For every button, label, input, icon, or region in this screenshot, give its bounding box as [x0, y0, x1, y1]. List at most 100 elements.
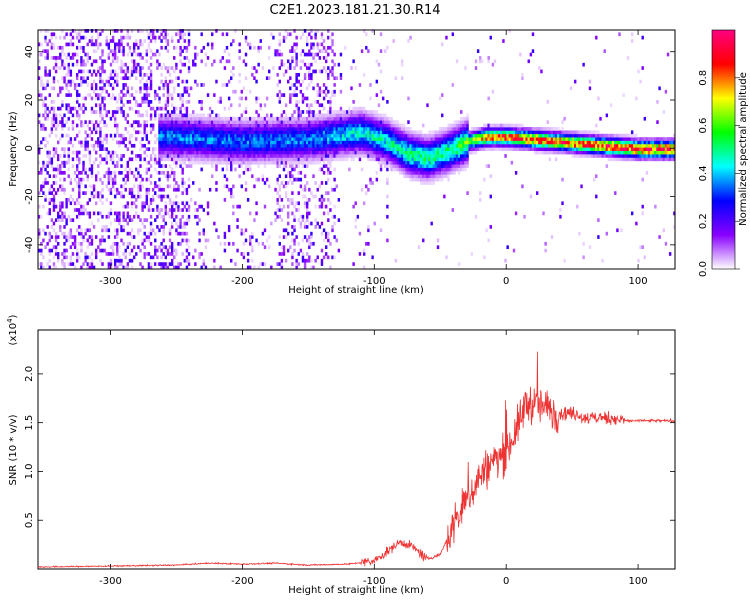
spectrogram-cell: [438, 174, 442, 179]
spectrogram-cell: [352, 106, 355, 111]
spectrogram-cell: [56, 211, 60, 216]
spectrogram-cell: [443, 127, 446, 131]
spectrogram-cell: [177, 187, 180, 192]
spectrogram-cell: [346, 133, 349, 138]
spectrogram-cell: [282, 248, 286, 253]
spectrogram-cell: [466, 123, 469, 128]
spectrogram-cell: [185, 113, 189, 118]
spectrogram-cell: [202, 258, 206, 263]
spectrogram-cell: [94, 39, 98, 43]
spectrogram-cell: [92, 42, 96, 47]
spectrogram-cell: [377, 140, 381, 145]
spectrogram-cell: [343, 120, 347, 124]
spectrogram-cell: [59, 89, 62, 94]
spectrogram-cell: [170, 113, 174, 118]
spectrogram-cell: [71, 150, 75, 155]
spectrogram-cell: [303, 184, 307, 189]
spectrogram-cell: [103, 137, 106, 141]
spectrogram-cell: [343, 150, 347, 155]
spectrogram-cell: [447, 164, 450, 168]
spectrogram-cell: [105, 154, 108, 158]
spectrogram-cell: [213, 120, 216, 124]
spectrogram-cell: [46, 106, 49, 111]
spectrogram-cell: [156, 29, 159, 33]
spectrogram-cell: [135, 120, 138, 124]
spectrogram-cell: [312, 194, 315, 199]
spectrogram-cell: [261, 154, 265, 158]
spectrogram-cell: [305, 96, 309, 101]
spectrogram-cell: [84, 130, 87, 135]
spectrogram-cell: [67, 157, 70, 162]
spectrogram-cell: [46, 72, 49, 77]
spectrogram-cell: [286, 231, 290, 236]
spectrogram-cell: [99, 79, 102, 84]
spectrogram-cell: [468, 143, 471, 148]
spectrogram-cell: [78, 187, 81, 192]
spectrogram-cell: [447, 127, 450, 131]
spectrogram-cell: [179, 59, 182, 64]
spectrogram-cell: [54, 66, 58, 70]
spectrogram-cell: [291, 211, 294, 216]
spectrogram-cell: [175, 228, 178, 233]
spectrogram-cell: [192, 120, 195, 124]
spectrogram-cell: [362, 113, 366, 118]
spectrogram-cell: [187, 208, 191, 212]
spectrogram-cell: [308, 120, 311, 124]
spectrogram-cell: [130, 72, 134, 77]
spectrogram-cell: [234, 262, 237, 266]
spectrogram-cell: [240, 113, 243, 118]
spectrogram-cell: [185, 116, 189, 121]
spectrogram-cell: [196, 160, 199, 165]
spectrogram-cell: [187, 154, 191, 158]
spectrogram-cell: [80, 83, 83, 87]
spectrogram-cell: [354, 218, 357, 222]
spectrogram-cell: [177, 123, 180, 128]
spectrogram-cell: [479, 198, 482, 202]
spectrogram-cell: [179, 241, 182, 246]
spectrogram-cell: [143, 150, 146, 155]
spectrogram-cell: [132, 245, 136, 250]
spectrogram-cell: [470, 140, 473, 145]
spectrogram-cell: [105, 110, 108, 114]
spectrogram-cell: [122, 225, 125, 229]
spectrogram-cell: [225, 130, 229, 135]
spectrogram-cell: [71, 120, 75, 124]
spectrogram-cell: [251, 143, 254, 148]
spectrogram-cell: [189, 113, 193, 118]
spectrogram-cell: [126, 35, 130, 40]
spectrogram-cell: [375, 127, 379, 131]
spectrogram-cell: [103, 83, 106, 87]
spectrogram-cell: [495, 147, 499, 152]
spectrogram-cell: [208, 147, 212, 152]
spectrogram-cell: [242, 241, 246, 246]
spectrogram-cell: [327, 110, 330, 114]
spectrogram-cell: [289, 154, 292, 158]
spectrogram-cell: [84, 252, 87, 256]
spectrogram-cell: [403, 147, 406, 152]
spectrogram-cell: [457, 130, 461, 135]
spectrogram-cell: [162, 116, 165, 121]
spectrogram-cell: [225, 45, 229, 50]
spectrogram-cell: [508, 29, 511, 33]
spectrogram-cell: [457, 123, 461, 128]
spectrogram-cell: [291, 198, 294, 202]
spectrogram-cell: [299, 184, 303, 189]
spectrogram-cell: [263, 103, 267, 108]
spectrogram-cell: [166, 133, 170, 138]
spectrogram-cell: [185, 248, 189, 253]
spectrogram-cell: [52, 56, 56, 60]
spectrogram-cell: [65, 32, 68, 37]
spectrogram-cell: [331, 116, 334, 121]
spectrogram-cell: [54, 62, 58, 67]
spectrogram-cell: [286, 133, 290, 138]
spectrogram-cell: [504, 130, 507, 135]
spectrogram-cell: [356, 143, 360, 148]
spectrogram-cell: [65, 72, 68, 77]
spectrogram-cell: [375, 79, 379, 84]
spectrogram-cell: [502, 140, 505, 145]
spectrogram-cell: [61, 86, 64, 91]
spectrogram-cell: [310, 113, 313, 118]
spectrogram-cell: [126, 32, 130, 37]
spectrogram-cell: [135, 103, 138, 108]
spectrogram-cell: [177, 208, 180, 212]
